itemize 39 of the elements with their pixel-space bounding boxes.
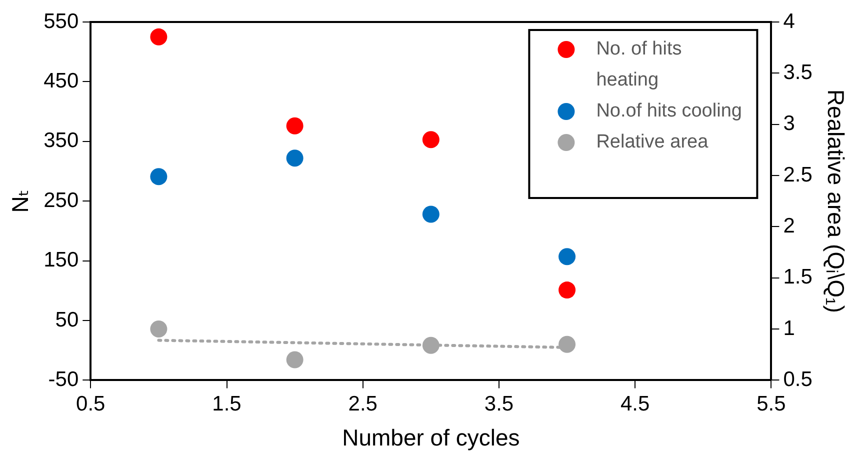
- y-tick-label: 350: [44, 129, 79, 152]
- point: [558, 336, 576, 353]
- y-tick-label: 250: [44, 188, 79, 212]
- point: [422, 206, 440, 223]
- point: [422, 131, 440, 148]
- y2-tick-label: 3: [783, 112, 795, 136]
- y2-tick-label: 4: [783, 10, 796, 33]
- y-tick-label: 150: [44, 248, 79, 272]
- y-axis-title: Nₜ: [7, 189, 34, 213]
- point: [150, 28, 168, 46]
- legend-label: Relative area: [596, 132, 709, 153]
- point: [286, 351, 304, 368]
- point: [150, 320, 168, 338]
- legend-label: No. of hits heating: [596, 38, 682, 91]
- y-tick-label: 550: [44, 10, 79, 33]
- point: [286, 117, 304, 134]
- y2-tick-label: 3.5: [783, 60, 812, 84]
- point: [422, 336, 440, 354]
- y2-tick-label: 1.5: [783, 266, 812, 289]
- x-tick-label: 3.5: [484, 392, 514, 416]
- y2-axis-title: Realative area (Qᵢ\Q₁): [822, 89, 849, 313]
- y-tick-label: 450: [44, 69, 79, 92]
- x-tick-label: 0.5: [76, 392, 106, 416]
- x-tick-label: 1.5: [212, 392, 242, 416]
- x-tick-label: 2.5: [348, 392, 378, 416]
- y2-tick-label: 2: [783, 214, 795, 238]
- x-axis-title: Number of cycles: [342, 424, 520, 451]
- y-tick-label: -50: [48, 368, 79, 391]
- x-tick-label: 5.5: [756, 392, 786, 416]
- x-tick-label: 4.5: [620, 392, 650, 416]
- point: [558, 282, 576, 299]
- y2-tick-label: 0.5: [783, 368, 812, 391]
- point: [558, 248, 576, 266]
- point: [150, 168, 168, 186]
- legend-label: No.of hits cooling: [596, 100, 742, 122]
- y2-tick-label: 2.5: [783, 163, 812, 186]
- point: [286, 150, 304, 167]
- y2-tick-label: 1: [783, 316, 795, 340]
- y-tick-label: 50: [55, 308, 79, 332]
